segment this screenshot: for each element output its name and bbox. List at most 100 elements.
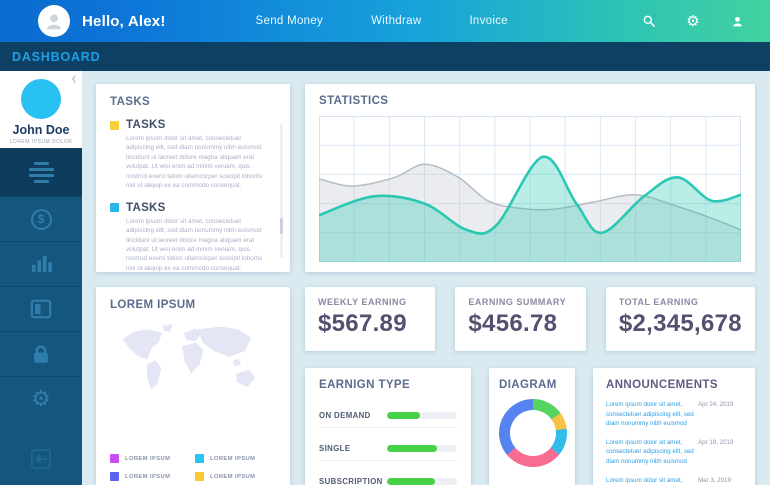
earnings-cards-row: WEEKLY EARNING $567.89 EARNING SUMMARY $… [305,287,755,351]
sidebar-spacer [0,421,82,447]
statistics-chart [319,116,741,262]
diagram-panel: DIAGRAM [489,368,575,485]
progress-label: ON DEMAND [319,411,371,421]
sidebar: ❮ John Doe LOREM IPSUM DOLOR $ ⚙ [0,71,82,485]
card-label: WEEKLY EARNING [318,297,407,307]
progress-row: SUBSCRIPTION [319,471,457,485]
task-body: Lorem ipsum dolor sit amet, consectetuer… [126,217,263,272]
avatar[interactable] [38,5,70,37]
progress-row: SINGLE [319,438,457,462]
menu-item-withdraw[interactable]: Withdraw [371,15,422,27]
announcement-date: Apr 24, 2019 [698,401,734,408]
legend-label: LOREM IPSUM [210,473,256,480]
card-amount: $2,345,678 [618,310,742,337]
map-panel-title: LOREM IPSUM [110,299,196,311]
progress-fill [387,445,438,453]
main-content: TASKS TASKS Lorem ipsum dolor sit amet, … [96,84,755,485]
tasks-panel-title: TASKS [110,96,151,108]
earning-type-panel: EARNIGN TYPE ON DEMAND SINGLE SUBSCRIPTI… [305,368,471,485]
statistics-panel-title: STATISTICS [319,95,389,107]
menu-item-send-money[interactable]: Send Money [255,15,324,27]
announcement-date: Mar 3, 2019 [698,476,732,484]
sidebar-item-reports[interactable] [0,286,82,331]
user-icon [47,14,61,30]
legend-item: LOREM IPSUM [195,472,276,482]
legend-swatch [110,454,119,464]
legend-label: LOREM IPSUM [125,473,171,480]
announcement-text: Lorem ipsum dolor sit amet, consectetuer… [606,438,694,466]
announcement-item: Lorem ipsum dolor sit amet, consectetuer… [606,476,742,485]
profile-avatar[interactable] [21,79,61,119]
greeting-text: Hello, Alex! [82,12,166,30]
legend-swatch [195,454,204,464]
topbar-menu: Send Money Withdraw Invoice [256,15,508,27]
sidebar-item-settings[interactable]: ⚙ [0,376,82,421]
statistics-panel: STATISTICS [305,84,755,272]
progress-label: SINGLE [319,444,351,454]
task-item: TASKS Lorem ipsum dolor sit amet, consec… [110,202,276,272]
progress-track [387,412,457,420]
scrollbar-thumb[interactable] [280,217,283,234]
account-icon[interactable] [730,14,744,28]
announcements-title: ANNOUNCEMENTS [606,379,718,391]
logout-button[interactable] [0,447,82,485]
progress-track [387,478,457,485]
bar-chart-icon [31,255,52,273]
announcement-text: Lorem ipsum dolor sit amet, consectetuer… [606,476,683,484]
settings-icon[interactable]: ⚙ [686,12,700,30]
announcement-item: Lorem ipsum dolor sit amet, consectetuer… [606,438,742,467]
progress-track [387,445,457,453]
weekly-earning-card: WEEKLY EARNING $567.89 [305,287,436,351]
progress-fill [387,412,420,420]
profile-card: ❮ John Doe LOREM IPSUM DOLOR [0,71,82,148]
book-icon [30,299,52,319]
legend-label: LOREM IPSUM [125,455,171,462]
legend-item: LOREM IPSUM [110,472,191,482]
sidebar-item-statistics[interactable] [0,241,82,286]
legend-swatch [195,472,204,482]
card-label: TOTAL EARNING [618,297,699,307]
scrollbar-track[interactable] [280,124,283,258]
diagram-title: DIAGRAM [499,379,557,391]
task-title: TASKS [126,119,166,131]
progress-fill [387,478,435,485]
menu-item-invoice[interactable]: Invoice [469,15,508,27]
task-title: TASKS [126,201,166,214]
sidebar-item-dashboard[interactable] [0,148,82,196]
sidebar-item-security[interactable] [0,331,82,376]
menu-icon [28,161,54,183]
announcement-item: Lorem ipsum dolor sit amet, consectetuer… [606,400,742,429]
sidebar-item-payments[interactable]: $ [0,196,82,241]
lock-icon [34,345,48,363]
task-color-swatch [110,203,119,213]
page-title: DASHBOARD [12,49,101,64]
donut-chart [499,399,567,467]
card-amount: $456.78 [468,310,558,337]
logout-icon [31,449,51,469]
topbar-icons: ⚙ [642,12,744,30]
legend-item: LOREM IPSUM [195,454,276,464]
announcement-date: Apr 18, 2019 [698,438,734,446]
card-label: EARNING SUMMARY [468,297,567,307]
world-map [122,324,256,390]
progress-row: ON DEMAND [319,405,457,429]
search-icon[interactable] [642,14,656,28]
progress-label: SUBSCRIPTION [319,477,383,485]
dollar-icon: $ [30,208,52,230]
legend-label: LOREM IPSUM [210,455,256,462]
tasks-panel: TASKS TASKS Lorem ipsum dolor sit amet, … [96,84,290,272]
collapse-sidebar-icon[interactable]: ❮ [71,76,77,83]
map-legend: LOREM IPSUM LOREM IPSUM LOREM IPSUM LORE… [110,454,276,485]
task-body: Lorem ipsum dolor sit amet, consectetuer… [126,135,263,190]
legend-swatch [110,472,119,482]
announcements-panel: ANNOUNCEMENTS Lorem ipsum dolor sit amet… [593,368,755,485]
announcement-text: Lorem ipsum dolor sit amet, consectetuer… [606,401,694,428]
profile-subtitle: LOREM IPSUM DOLOR [9,139,73,145]
legend-item: LOREM IPSUM [110,454,191,464]
earning-summary-card: EARNING SUMMARY $456.78 [455,287,586,351]
profile-name: John Doe [12,123,70,137]
task-color-swatch [110,120,119,130]
earning-type-title: EARNIGN TYPE [319,379,411,391]
header-bar: DASHBOARD [0,42,770,71]
task-item: TASKS Lorem ipsum dolor sit amet, consec… [110,119,276,191]
